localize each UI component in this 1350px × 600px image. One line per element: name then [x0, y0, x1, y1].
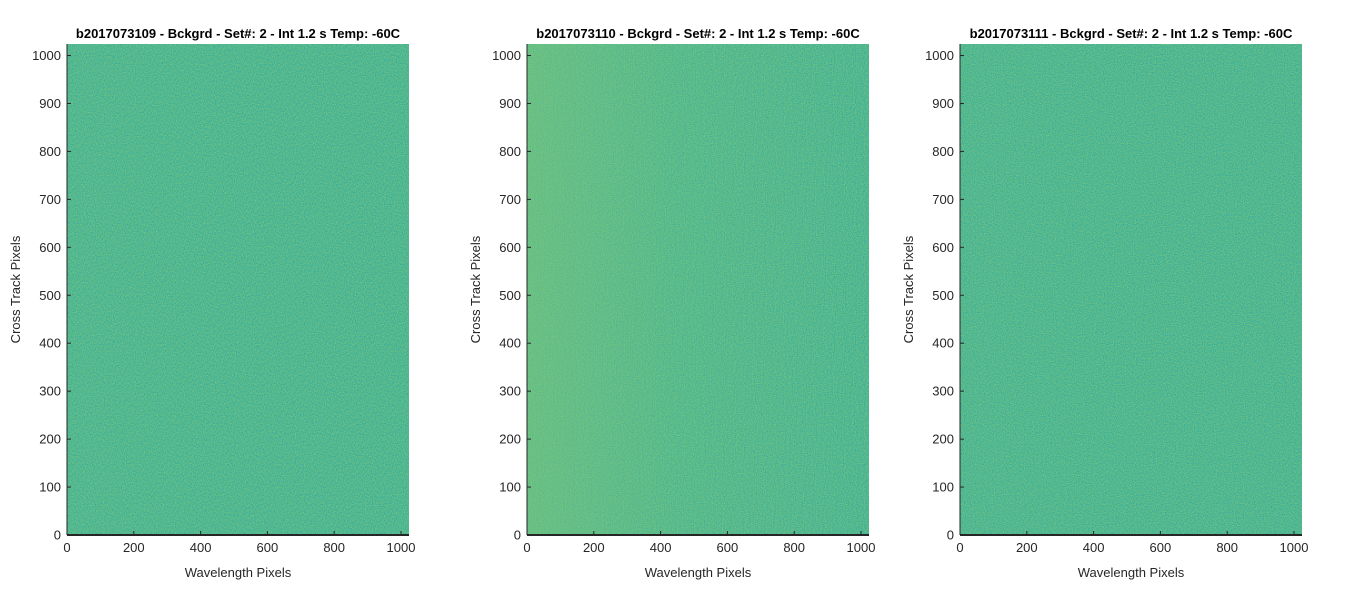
- y-tick-label: 500: [39, 288, 61, 303]
- y-tick-label: 700: [39, 192, 61, 207]
- y-tick-label: 0: [947, 528, 954, 543]
- y-tick-label: 600: [932, 240, 954, 255]
- x-tick-label: 400: [1083, 540, 1105, 555]
- x-tick-label: 1000: [1280, 540, 1309, 555]
- y-tick-label: 400: [932, 336, 954, 351]
- y-tick-label: 500: [499, 288, 521, 303]
- chart-title: b2017073109 - Bckgrd - Set#: 2 - Int 1.2…: [76, 26, 401, 41]
- y-axis-label: Cross Track Pixels: [8, 235, 23, 343]
- y-tick-label: 800: [39, 144, 61, 159]
- y-tick-label: 400: [499, 336, 521, 351]
- x-tick-label: 600: [1150, 540, 1172, 555]
- x-tick-label: 200: [583, 540, 605, 555]
- y-tick-label: 1000: [925, 48, 954, 63]
- x-tick-label: 0: [63, 540, 70, 555]
- y-tick-label: 600: [499, 240, 521, 255]
- subplot-2: 0 200 400 600 800 1000 0 100 200 300 400 500 600 700 8…: [468, 26, 875, 580]
- y-tick-label: 200: [499, 432, 521, 447]
- y-tick-label: 800: [499, 144, 521, 159]
- x-axis-label: Wavelength Pixels: [645, 565, 752, 580]
- x-tick-label: 0: [956, 540, 963, 555]
- chart-title: b2017073110 - Bckgrd - Set#: 2 - Int 1.2…: [536, 26, 860, 41]
- y-tick-label: 900: [39, 96, 61, 111]
- heatmap-brightness: [527, 44, 869, 535]
- y-tick-label: 0: [54, 528, 61, 543]
- y-tick-label: 400: [39, 336, 61, 351]
- y-tick-label: 200: [39, 432, 61, 447]
- y-tick-label: 100: [932, 480, 954, 495]
- y-tick-label: 900: [499, 96, 521, 111]
- y-tick-label: 900: [932, 96, 954, 111]
- y-axis-label: Cross Track Pixels: [901, 235, 916, 343]
- y-tick-label: 500: [932, 288, 954, 303]
- x-tick-label: 800: [783, 540, 805, 555]
- y-tick-label: 700: [932, 192, 954, 207]
- subplot-1: 0 200 400 600 800 1000 0 100 200 300 400 500 600 700 8…: [8, 26, 415, 580]
- heatmap-brightness: [960, 44, 1302, 535]
- y-tick-label: 1000: [32, 48, 61, 63]
- x-tick-label: 400: [650, 540, 672, 555]
- y-tick-label: 100: [39, 480, 61, 495]
- x-tick-label: 600: [257, 540, 279, 555]
- y-tick-label: 200: [932, 432, 954, 447]
- y-tick-label: 300: [39, 384, 61, 399]
- y-tick-label: 700: [499, 192, 521, 207]
- x-tick-label: 400: [190, 540, 212, 555]
- x-tick-label: 800: [1216, 540, 1238, 555]
- x-tick-label: 1000: [387, 540, 416, 555]
- y-tick-label: 600: [39, 240, 61, 255]
- x-axis-label: Wavelength Pixels: [1078, 565, 1185, 580]
- x-tick-label: 800: [323, 540, 345, 555]
- y-tick-label: 100: [499, 480, 521, 495]
- y-tick-label: 300: [932, 384, 954, 399]
- x-tick-label: 1000: [847, 540, 876, 555]
- y-tick-label: 1000: [492, 48, 521, 63]
- subplot-3: 0 200 400 600 800 1000 0 100 200 300 400 500 600 700 8…: [901, 26, 1308, 580]
- chart-title: b2017073111 - Bckgrd - Set#: 2 - Int 1.2…: [970, 26, 1293, 41]
- x-tick-label: 600: [717, 540, 739, 555]
- x-tick-label: 0: [523, 540, 530, 555]
- y-tick-label: 0: [514, 528, 521, 543]
- y-tick-label: 300: [499, 384, 521, 399]
- x-tick-label: 200: [1016, 540, 1038, 555]
- x-tick-label: 200: [123, 540, 145, 555]
- x-axis-label: Wavelength Pixels: [185, 565, 292, 580]
- y-axis-label: Cross Track Pixels: [468, 235, 483, 343]
- heatmap-brightness: [67, 44, 409, 535]
- y-tick-label: 800: [932, 144, 954, 159]
